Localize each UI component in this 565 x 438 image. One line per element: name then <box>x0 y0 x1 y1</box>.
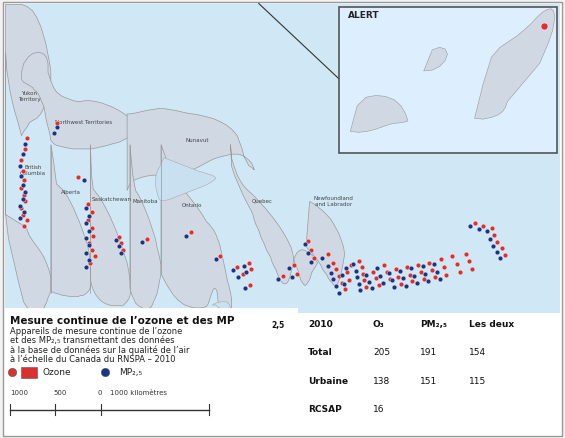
Text: Nunavut: Nunavut <box>186 138 210 143</box>
Text: Quebec: Quebec <box>252 199 273 204</box>
Polygon shape <box>475 9 555 119</box>
Polygon shape <box>161 145 232 323</box>
Bar <box>339 7 557 153</box>
Polygon shape <box>90 145 131 306</box>
Text: et des MP₂,₅ transmettant des données: et des MP₂,₅ transmettant des données <box>10 336 175 346</box>
Text: 16: 16 <box>373 405 384 414</box>
Text: Urbaine: Urbaine <box>308 377 348 386</box>
Text: 115: 115 <box>469 377 486 386</box>
Text: 0: 0 <box>97 390 102 396</box>
Text: 205: 205 <box>373 348 390 357</box>
Text: Ontario: Ontario <box>182 203 202 208</box>
Text: ALERT: ALERT <box>347 11 379 20</box>
Text: 1000: 1000 <box>10 390 28 396</box>
Polygon shape <box>305 201 345 286</box>
Text: 154: 154 <box>469 348 486 357</box>
Text: RCSAP: RCSAP <box>308 405 342 414</box>
Text: 191: 191 <box>420 348 437 357</box>
Text: 2,5: 2,5 <box>271 321 284 330</box>
Text: 500: 500 <box>53 390 67 396</box>
Text: Mesure continue de l’ozone et des MP: Mesure continue de l’ozone et des MP <box>10 316 234 326</box>
Text: Alberta: Alberta <box>60 190 81 195</box>
Text: 138: 138 <box>373 377 390 386</box>
Polygon shape <box>6 4 51 136</box>
Polygon shape <box>212 301 231 316</box>
Text: Manitoba: Manitoba <box>133 199 159 204</box>
Bar <box>21 367 37 378</box>
Text: Newfoundland
and Labrador: Newfoundland and Labrador <box>314 196 353 207</box>
Text: PM₂,₅: PM₂,₅ <box>420 320 447 329</box>
Text: à l’échelle du Canada du RNSPA – 2010: à l’échelle du Canada du RNSPA – 2010 <box>10 355 176 364</box>
Polygon shape <box>271 278 282 287</box>
Text: O₃: O₃ <box>373 320 385 329</box>
Polygon shape <box>130 145 161 309</box>
Polygon shape <box>294 250 318 286</box>
Polygon shape <box>6 53 51 311</box>
Text: 1000 kilomètres: 1000 kilomètres <box>110 390 167 396</box>
Text: Ozone: Ozone <box>42 368 71 377</box>
Polygon shape <box>155 158 216 201</box>
Polygon shape <box>21 53 133 149</box>
Text: à la base de données sur la qualité de l’air: à la base de données sur la qualité de l… <box>10 346 190 355</box>
Bar <box>5 308 298 434</box>
Text: Appareils de mesure continue de l’ozone: Appareils de mesure continue de l’ozone <box>10 327 182 336</box>
Polygon shape <box>424 47 447 71</box>
Text: Total: Total <box>308 348 333 357</box>
Text: British
Columbia: British Columbia <box>20 166 46 176</box>
Text: MP₂,₅: MP₂,₅ <box>119 368 142 377</box>
Text: Yukon
Territory: Yukon Territory <box>18 91 41 102</box>
Text: Northwest Territories: Northwest Territories <box>55 120 112 125</box>
Polygon shape <box>51 145 92 297</box>
Polygon shape <box>350 95 408 132</box>
Text: 151: 151 <box>420 377 437 386</box>
Polygon shape <box>127 109 254 191</box>
Polygon shape <box>231 145 294 284</box>
Text: Saskatchewan: Saskatchewan <box>92 197 132 202</box>
Text: 2010: 2010 <box>308 320 333 329</box>
Text: Les deux: Les deux <box>469 320 514 329</box>
Bar <box>5 4 560 313</box>
